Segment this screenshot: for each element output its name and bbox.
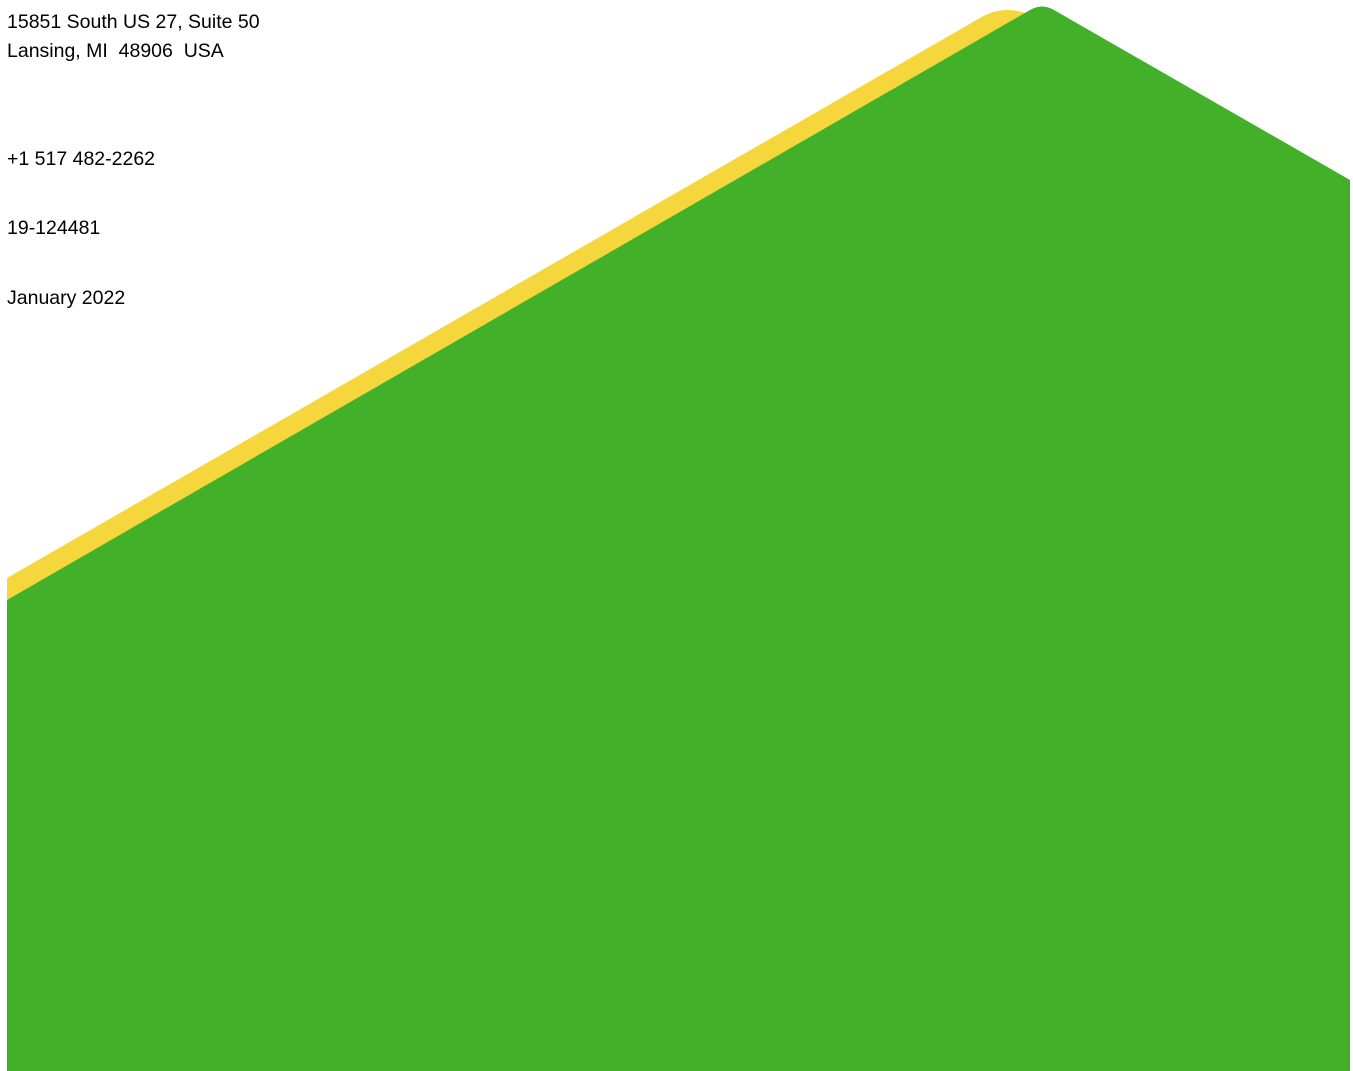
address-line-1: 15851 South US 27, Suite 50: [7, 11, 260, 33]
green-roof-shape: [7, 6, 1350, 1071]
reference-number: 19-124481: [7, 217, 101, 239]
publication-date: January 2022: [7, 287, 126, 309]
phone-number: +1 517 482-2262: [7, 148, 156, 170]
address-line-2: Lansing, MI 48906 USA: [7, 40, 224, 62]
